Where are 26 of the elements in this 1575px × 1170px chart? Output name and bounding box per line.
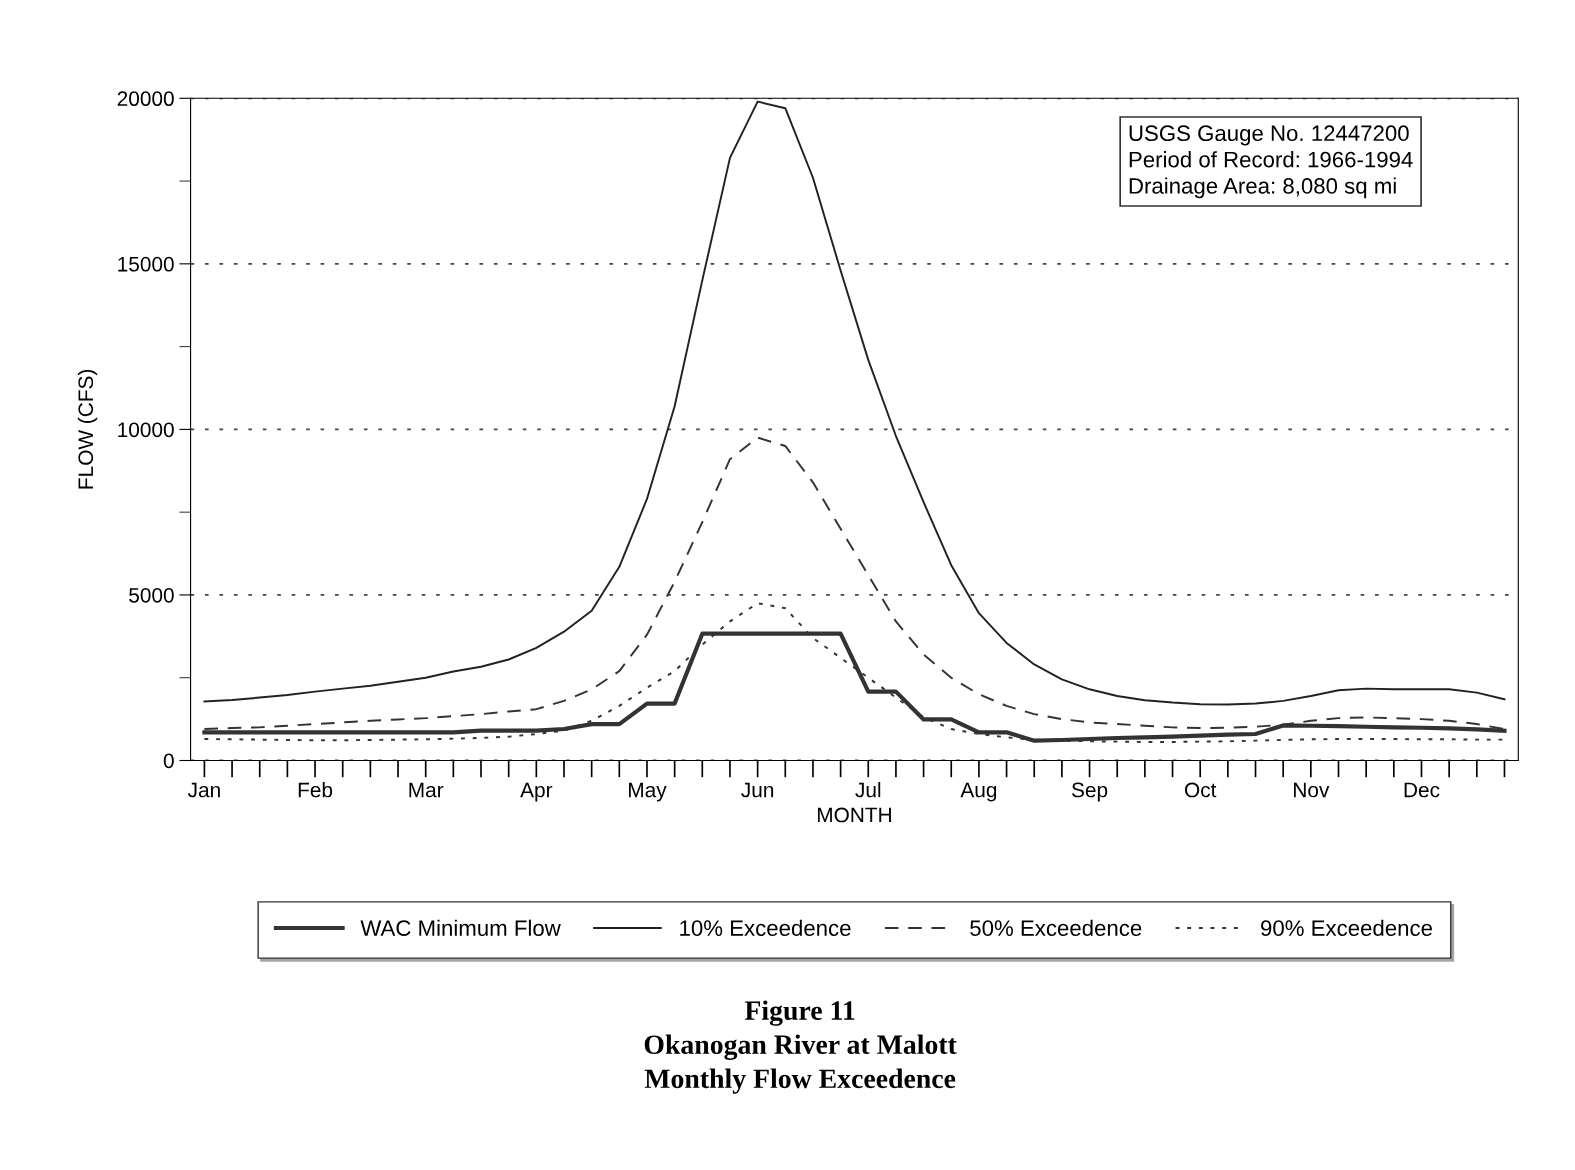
y-tick-label: 5000 xyxy=(129,587,174,603)
text: Figure 11 Okanogan River at Malott Monthly Flow Exceedence xyxy=(644,1000,957,1094)
x-tick-label: Feb xyxy=(298,782,333,798)
x-axis-title: MONTH xyxy=(817,807,891,823)
x-tick-label: Aug xyxy=(960,782,997,802)
annotation: USGS Gauge No. 12447200 Period of Record: 1966-1994 Drainage Area: 8,080 sq mi xyxy=(1129,125,1413,199)
legend-label: 90% Exceedence xyxy=(1261,919,1432,936)
x-tick-label: May xyxy=(629,782,667,802)
x-tick-label: Jan xyxy=(187,782,220,798)
y-tick-label: 0 xyxy=(163,753,174,769)
line-series xyxy=(203,100,1506,706)
x-tick-label: Mar xyxy=(409,782,444,798)
x-tick-label: Apr xyxy=(520,782,553,802)
x-tick-label: Jul xyxy=(855,782,881,798)
y-tick-label: 20000 xyxy=(117,91,174,107)
y-tick-label: 15000 xyxy=(118,256,174,272)
x-tick-label: Nov xyxy=(1294,782,1330,798)
y-axis-title: FLOW (CFS) xyxy=(77,369,98,489)
legend-label: 50% Exceedence xyxy=(970,919,1142,936)
y-tick-label: 10000 xyxy=(118,422,174,438)
legend-label: 10% Exceedence xyxy=(680,919,851,936)
x-tick-label: Dec xyxy=(1404,782,1440,798)
x-tick-label: Sep xyxy=(1071,782,1108,802)
legend-label: WAC Minimum Flow xyxy=(360,919,561,936)
x-tick-label: Jun xyxy=(741,782,774,798)
x-tick-label: Oct xyxy=(1184,782,1217,798)
